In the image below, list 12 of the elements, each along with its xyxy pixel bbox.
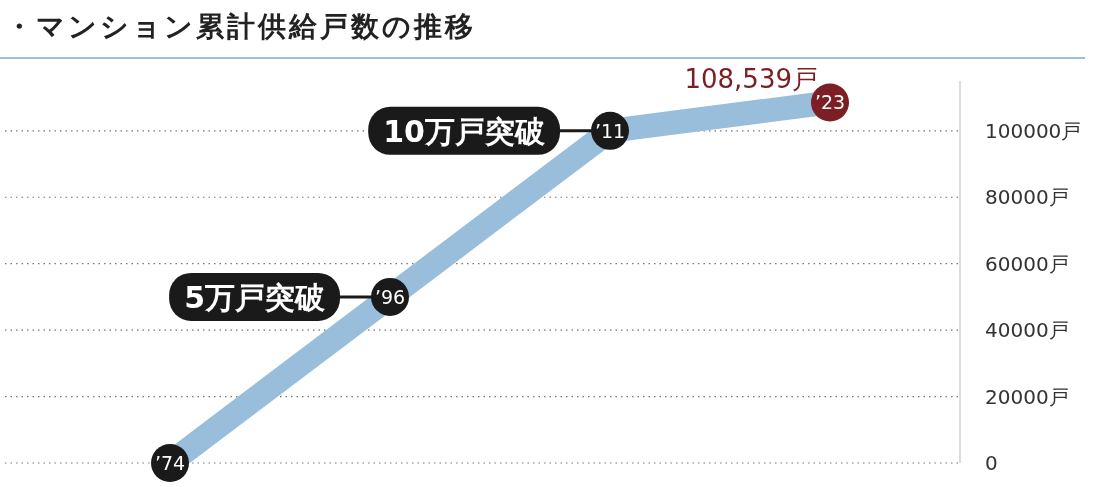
y-tick-label: 80000戸: [985, 185, 1069, 210]
x-tick-label: ’74: [154, 452, 186, 474]
chart-title: ・マンション累計供給戸数の推移: [5, 10, 476, 43]
annotation: 10万戸突破: [383, 113, 545, 149]
y-tick-label: 60000戸: [985, 251, 1069, 276]
y-tick-label: 0: [985, 451, 998, 475]
x-tick-label: ’11: [594, 119, 626, 142]
annotation: 5万戸突破: [184, 279, 325, 315]
x-tick-label: ’96: [374, 285, 406, 308]
y-tick-label: 40000戸: [985, 318, 1069, 343]
y-tick-label: 20000戸: [985, 384, 1069, 409]
y-tick-label: 100000戸: [985, 118, 1082, 143]
